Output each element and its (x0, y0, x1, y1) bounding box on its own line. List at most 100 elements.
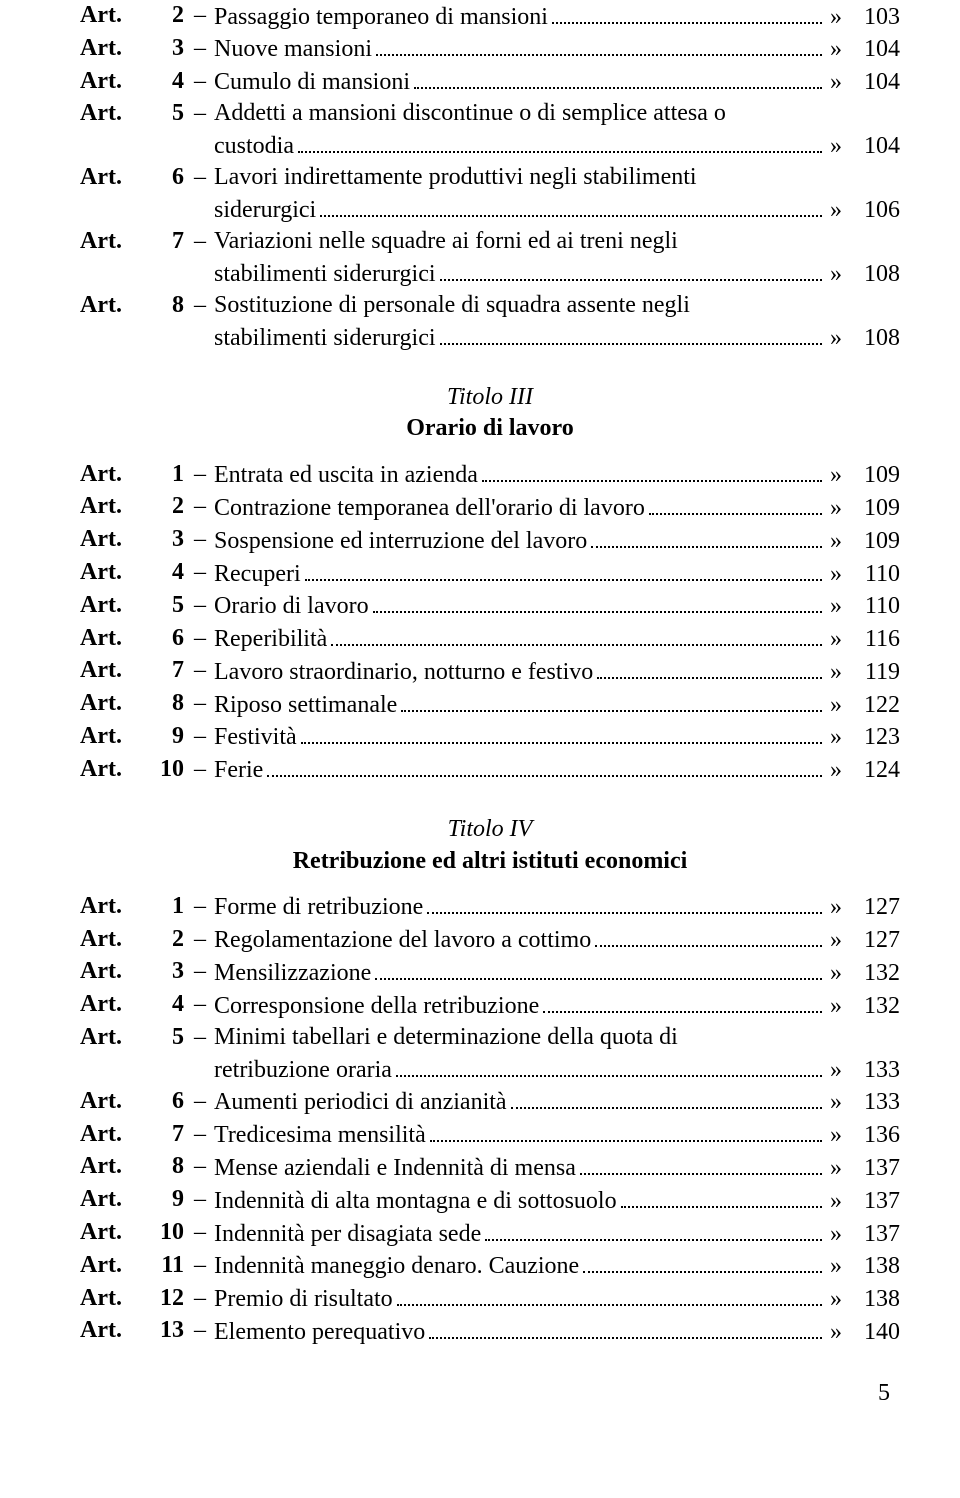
raquo-symbol: » (826, 1153, 850, 1184)
raquo-symbol: » (826, 755, 850, 786)
toc-entry: Art.9–Festività»123 (80, 721, 900, 754)
raquo-symbol: » (826, 624, 850, 655)
article-number: 3 (148, 33, 186, 64)
entry-line: Forme di retribuzione»127 (214, 891, 900, 924)
entry-line: Tredicesima mensilità»136 (214, 1119, 900, 1152)
section-header-italic: Titolo III (80, 382, 900, 413)
article-label: Art. (80, 1022, 148, 1053)
dash-separator: – (186, 557, 214, 588)
toc-entry: Art.6–Reperibilità»116 (80, 623, 900, 656)
entry-text: Premio di risultato (214, 1284, 393, 1315)
entry-text: Indennità di alta montagna e di sottosuo… (214, 1186, 617, 1217)
entry-line: Aumenti periodici di anzianità»133 (214, 1086, 900, 1119)
dash-separator: – (186, 1250, 214, 1281)
article-label: Art. (80, 891, 148, 922)
article-number: 6 (148, 162, 186, 193)
entry-line: retribuzione oraria»133 (214, 1053, 900, 1086)
article-number: 5 (148, 590, 186, 621)
toc-entry: Art.7–Tredicesima mensilità»136 (80, 1119, 900, 1152)
entry-body: Recuperi»110 (214, 557, 900, 590)
article-number: 6 (148, 623, 186, 654)
entry-line: Entrata ed uscita in azienda»109 (214, 459, 900, 492)
leader-dots (597, 655, 822, 679)
raquo-symbol: » (826, 131, 850, 162)
entry-line: Lavori indirettamente produttivi negli s… (214, 162, 900, 193)
raquo-symbol: » (826, 1317, 850, 1348)
page-number-ref: 122 (850, 690, 900, 721)
article-label: Art. (80, 162, 148, 193)
page-number-ref: 108 (850, 323, 900, 354)
leader-dots (511, 1086, 822, 1110)
article-label: Art. (80, 1151, 148, 1182)
entry-text: Nuove mansioni (214, 34, 372, 65)
page-number-ref: 132 (850, 991, 900, 1022)
toc-page: Art.2–Passaggio temporaneo di mansioni»1… (0, 0, 960, 1449)
toc-entry: Art.3–Sospensione ed interruzione del la… (80, 524, 900, 557)
entry-body: Regolamentazione del lavoro a cottimo»12… (214, 924, 900, 957)
dash-separator: – (186, 1217, 214, 1248)
leader-dots (414, 66, 822, 90)
article-label: Art. (80, 1250, 148, 1281)
page-number-ref: 109 (850, 526, 900, 557)
toc-entry: Art.11–Indennità maneggio denaro. Cauzio… (80, 1250, 900, 1283)
toc-entry: Art.5–Addetti a mansioni discontinue o d… (80, 98, 900, 162)
leader-dots (440, 257, 822, 281)
article-number: 8 (148, 1151, 186, 1182)
article-label: Art. (80, 459, 148, 490)
page-number-ref: 104 (850, 34, 900, 65)
page-number-ref: 104 (850, 131, 900, 162)
entry-line: Lavoro straordinario, notturno e festivo… (214, 655, 900, 688)
entry-line: Minimi tabellari e determinazione della … (214, 1022, 900, 1053)
page-number-ref: 109 (850, 460, 900, 491)
entry-text: Sospensione ed interruzione del lavoro (214, 526, 587, 557)
toc-entry: Art.10–Indennità per disagiata sede»137 (80, 1217, 900, 1250)
article-number: 5 (148, 98, 186, 129)
leader-dots (375, 956, 822, 980)
raquo-symbol: » (826, 1087, 850, 1118)
article-label: Art. (80, 524, 148, 555)
dash-separator: – (186, 162, 214, 193)
raquo-symbol: » (826, 2, 850, 33)
article-number: 6 (148, 1086, 186, 1117)
article-label: Art. (80, 655, 148, 686)
raquo-symbol: » (826, 1055, 850, 1086)
dash-separator: – (186, 924, 214, 955)
dash-separator: – (186, 1315, 214, 1346)
page-number-ref: 136 (850, 1120, 900, 1151)
entry-text: Forme di retribuzione (214, 892, 423, 923)
dash-separator: – (186, 721, 214, 752)
entry-line: Premio di risultato»138 (214, 1283, 900, 1316)
page-number-ref: 137 (850, 1186, 900, 1217)
article-number: 5 (148, 1022, 186, 1053)
entry-body: Orario di lavoro »110 (214, 590, 900, 623)
page-number-ref: 104 (850, 67, 900, 98)
article-number: 3 (148, 524, 186, 555)
raquo-symbol: » (826, 991, 850, 1022)
toc-entry: Art.5–Orario di lavoro»110 (80, 590, 900, 623)
entry-body: Passaggio temporaneo di mansioni»103 (214, 0, 900, 33)
entry-body: Indennità di alta montagna e di sottosuo… (214, 1184, 900, 1217)
entry-line: Contrazione temporanea dell'orario di la… (214, 491, 900, 524)
entry-body: Variazioni nelle squadre ai forni ed ai … (214, 226, 900, 290)
leader-dots (621, 1184, 822, 1208)
raquo-symbol: » (826, 591, 850, 622)
raquo-symbol: » (826, 1251, 850, 1282)
dash-separator: – (186, 524, 214, 555)
article-label: Art. (80, 956, 148, 987)
page-number-ref: 138 (850, 1251, 900, 1282)
entry-text: Regolamentazione del lavoro a cottimo (214, 925, 591, 956)
dash-separator: – (186, 623, 214, 654)
entry-body: Reperibilità»116 (214, 623, 900, 656)
entry-text: Orario di lavoro (214, 591, 369, 622)
page-number-ref: 110 (850, 591, 900, 622)
article-label: Art. (80, 754, 148, 785)
page-number-ref: 138 (850, 1284, 900, 1315)
toc-entry: Art.3–Nuove mansioni»104 (80, 33, 900, 66)
section-header-bold: Orario di lavoro (80, 413, 900, 444)
page-number-ref: 137 (850, 1219, 900, 1250)
toc-entry: Art.8–Sostituzione di personale di squad… (80, 290, 900, 354)
entry-line: stabilimenti siderurgici»108 (214, 321, 900, 354)
entry-text: Reperibilità (214, 624, 327, 655)
entry-text: Corresponsione della retribuzione (214, 991, 539, 1022)
toc-entry: Art.9–Indennità di alta montagna e di so… (80, 1184, 900, 1217)
